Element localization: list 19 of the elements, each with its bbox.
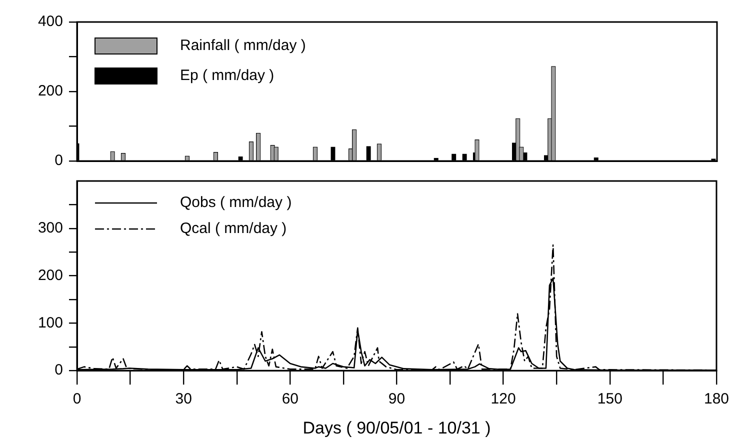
y-tick-label: 100	[38, 314, 63, 332]
x-tick-label: 120	[490, 390, 516, 408]
x-tick-label: 60	[282, 390, 299, 408]
legend-label: Qobs ( mm/day )	[180, 194, 292, 212]
x-axis-title: Days ( 90/05/01 - 10/31 )	[302, 418, 491, 438]
y-tick-label: 0	[54, 362, 63, 379]
legend-label: Rainfall ( mm/day )	[180, 37, 306, 54]
x-tick-label: 90	[388, 390, 406, 408]
x-tick-label: 30	[175, 390, 192, 408]
y-tick-label: 0	[54, 152, 63, 170]
y-tick-label: 300	[38, 220, 63, 237]
x-tick-label: 150	[597, 390, 622, 408]
x-tick-label: 0	[72, 390, 82, 408]
legend-label: Ep ( mm/day )	[180, 67, 274, 84]
legend-label: Qcal ( mm/day )	[180, 220, 287, 238]
x-tick-label: 180	[704, 390, 729, 408]
y-tick-label: 400	[38, 13, 63, 30]
y-tick-label: 200	[38, 266, 63, 284]
y-tick-label: 200	[38, 82, 63, 100]
